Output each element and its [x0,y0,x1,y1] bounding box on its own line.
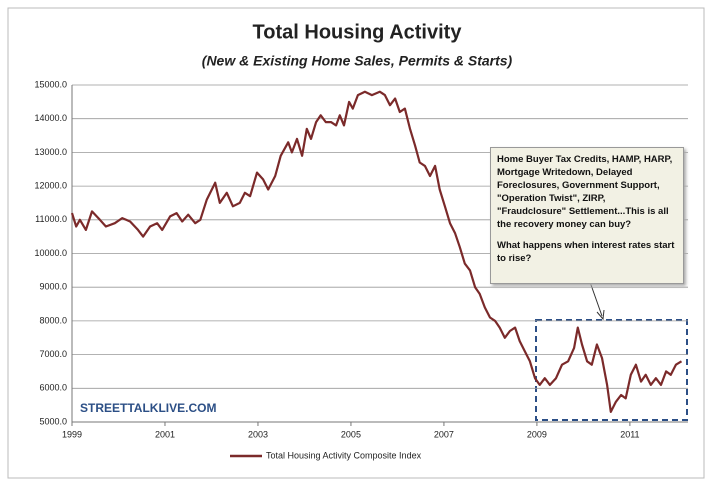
y-tick-label: 5000.0 [39,416,67,426]
data-line [70,90,683,413]
chart-title: Total Housing Activity [253,21,463,43]
x-tick-label: 2001 [155,429,175,439]
highlight-box [535,319,688,421]
y-tick-label: 10000.0 [34,248,67,258]
y-tick-label: 14000.0 [34,113,67,123]
x-tick-label: 1999 [62,429,82,439]
annotation-text: Home Buyer Tax Credits, HAMP, HARP, Mort… [497,154,673,230]
y-tick-label: 8000.0 [39,315,67,325]
y-tick-label: 15000.0 [34,79,67,89]
y-tick-label: 13000.0 [34,147,67,157]
arrow-head [596,309,605,321]
y-tick-label: 9000.0 [39,282,67,292]
x-tick-label: 2009 [527,429,547,439]
y-tick-label: 12000.0 [34,180,67,190]
y-tick-label: 6000.0 [39,383,67,393]
annotation-text: What happens when interest rates start t… [497,240,675,264]
chart-subtitle: (New & Existing Home Sales, Permits & St… [202,53,513,69]
y-tick-label: 7000.0 [39,349,67,359]
legend-label: Total Housing Activity Composite Index [266,450,422,460]
x-tick-label: 2011 [620,429,639,439]
watermark: STREETTALKLIVE.COM [80,401,216,415]
x-tick-label: 2007 [434,429,454,439]
y-tick-label: 11000.0 [35,214,67,224]
arrow [589,281,603,317]
annotation: Home Buyer Tax Credits, HAMP, HARP, Mort… [490,147,684,284]
x-tick-label: 2005 [341,429,361,439]
x-tick-label: 2003 [248,429,268,439]
